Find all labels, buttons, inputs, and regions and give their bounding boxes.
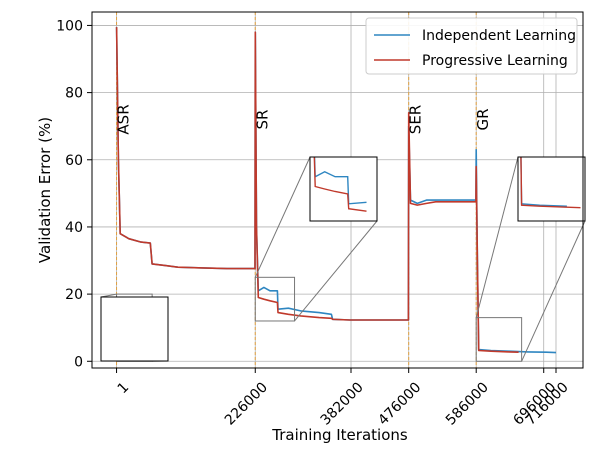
inset-link-line [254,156,311,278]
y-axis-label: Validation Error (%) [36,117,54,263]
inset-series-line-0 [313,157,367,205]
series-line-1 [115,27,519,353]
y-tick-label: 100 [56,18,83,34]
inset-frame [517,156,586,222]
inset-background [310,157,377,221]
y-tick-label: 0 [74,354,83,370]
y-tick-label: 80 [65,86,83,102]
inset-link-line [521,220,586,362]
x-tick-label: 476000 [375,379,424,428]
phase-label: SER [407,105,425,134]
legend-box [365,17,578,75]
x-tick-label: 382000 [318,379,367,428]
x-tick-label: 226000 [222,379,271,428]
phase-labels: ASR SR SER GR [115,104,493,134]
inset-background [518,157,585,221]
series-lines [115,27,557,354]
inset-zoom-region [254,276,296,322]
inset-series-line-0 [101,43,168,269]
inset-plot [313,157,367,212]
inset-plot [520,157,581,209]
inset-series-line-1 [101,43,168,269]
x-tick-label: 586000 [443,379,492,428]
plot-frame [91,11,584,369]
x-axis-label: Training Iterations [271,426,408,444]
phase-label: SR [253,109,271,129]
y-tick-label: 20 [65,287,83,303]
inset-frame [100,296,169,362]
y-axis-ticks: 0 20 40 60 80 100 [56,18,92,370]
inset-frame [309,156,378,222]
phase-label: ASR [115,104,133,134]
phase-label: GR [474,108,492,130]
insets [100,43,586,362]
inset-link-line [475,156,519,318]
y-tick-label: 40 [65,220,83,236]
inset-plot [101,43,168,269]
y-tick-label: 60 [65,153,83,169]
inset-series-line-0 [520,157,567,207]
inset-zoom-region [475,317,523,362]
inset-series-line-1 [520,157,581,209]
inset-background [101,297,168,361]
inset-link-line [294,220,378,322]
legend: Independent Learning Progressive Learnin… [365,17,578,75]
legend-label-progressive: Progressive Learning [422,53,568,69]
legend-label-independent: Independent Learning [422,28,576,44]
inset-series-line-1 [313,157,367,212]
x-tick-label: 1 [115,379,133,397]
